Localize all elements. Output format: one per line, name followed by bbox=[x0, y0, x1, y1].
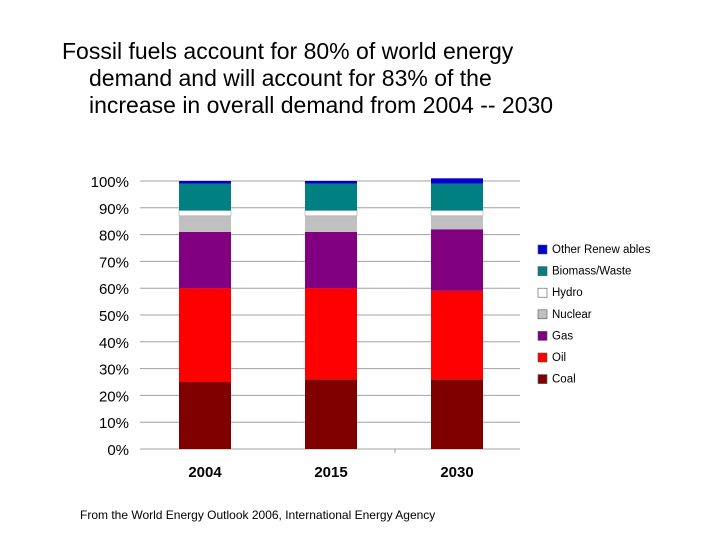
bar-segment bbox=[179, 183, 231, 211]
bar-segment bbox=[179, 288, 231, 382]
y-tick-label: 20% bbox=[99, 388, 129, 405]
headline-line-3: increase in overall demand from 2004 -- … bbox=[89, 92, 554, 118]
bar-segment bbox=[431, 178, 483, 184]
bar-segment bbox=[178, 210, 232, 217]
legend-swatch bbox=[537, 287, 548, 298]
y-tick-label: 90% bbox=[99, 201, 129, 218]
bar-segment bbox=[305, 379, 357, 449]
bar-segment bbox=[305, 183, 357, 211]
bar-segment bbox=[431, 290, 483, 380]
y-tick-label: 30% bbox=[99, 362, 129, 379]
x-tick-label: 2004 bbox=[188, 464, 222, 481]
legend-label: Coal bbox=[552, 374, 576, 386]
bar-segment bbox=[179, 382, 231, 449]
y-tick-label: 60% bbox=[99, 281, 129, 298]
legend-label: Hydro bbox=[552, 287, 583, 299]
bar-segment bbox=[305, 181, 357, 184]
headline: Fossil fuels account for 80% of world en… bbox=[62, 38, 702, 119]
x-tick-label: 2015 bbox=[314, 464, 347, 481]
bar-segment bbox=[431, 215, 483, 230]
legend-swatch bbox=[537, 352, 548, 363]
y-tick-label: 40% bbox=[99, 335, 129, 352]
legend-label: Nuclear bbox=[552, 309, 592, 321]
bar-segment bbox=[431, 183, 483, 211]
legend-swatch bbox=[537, 266, 548, 276]
legend-label: Other Renew ables bbox=[552, 244, 651, 256]
y-tick-label: 10% bbox=[99, 415, 129, 432]
bar-segment bbox=[179, 231, 231, 289]
y-tick-label: 100% bbox=[91, 174, 129, 191]
bar-segment bbox=[179, 181, 231, 184]
source-note: From the World Energy Outlook 2006, Inte… bbox=[80, 508, 436, 522]
legend-swatch bbox=[537, 331, 548, 341]
bar-segment bbox=[305, 288, 357, 380]
legend-swatch bbox=[537, 374, 548, 384]
bar-segment bbox=[304, 210, 358, 217]
y-tick-label: 0% bbox=[107, 442, 129, 459]
bar-segment bbox=[179, 215, 231, 232]
bar-segment bbox=[305, 215, 357, 232]
legend-label: Gas bbox=[552, 330, 573, 342]
legend-swatch bbox=[537, 309, 548, 320]
headline-line-1: Fossil fuels account for 80% of world en… bbox=[62, 38, 514, 64]
bar-segment bbox=[430, 210, 484, 217]
legend-swatch bbox=[537, 244, 548, 255]
legend-label: Oil bbox=[552, 352, 566, 364]
bar-segment bbox=[431, 379, 483, 449]
y-tick-label: 70% bbox=[99, 254, 129, 271]
legend-label: Biomass/Waste bbox=[552, 266, 631, 278]
y-tick-label: 80% bbox=[99, 228, 129, 245]
bar-segment bbox=[431, 229, 483, 291]
headline-line-2: demand and will account for 83% of the bbox=[89, 65, 492, 91]
bar-segment bbox=[305, 231, 357, 289]
y-tick-label: 50% bbox=[99, 308, 129, 325]
x-tick-label: 2030 bbox=[440, 464, 473, 481]
